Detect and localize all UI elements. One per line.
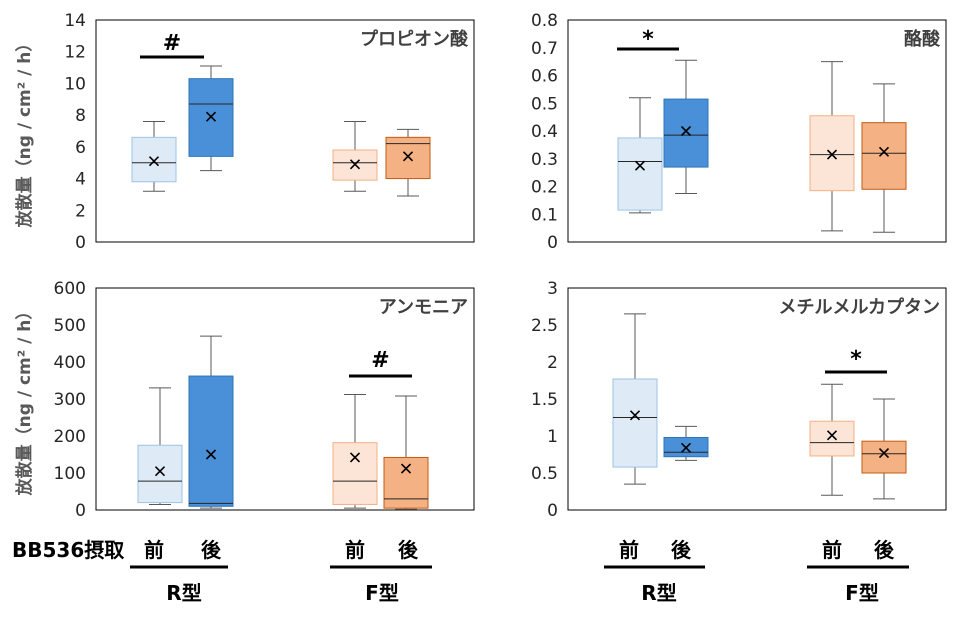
after-label-left-r: 後 xyxy=(201,538,222,562)
y-tick-label-propionic: 10 xyxy=(64,74,86,94)
y-tick-label-propionic: 14 xyxy=(64,11,86,31)
mean-marker xyxy=(205,449,217,460)
y-tick-label-butyric: 0.2 xyxy=(531,178,558,198)
group-label-left-r: R型 xyxy=(166,581,201,605)
y-tick-label-methylmercaptan: 1.5 xyxy=(531,390,558,410)
box-F_after xyxy=(385,136,431,180)
y-tick-label-propionic: 8 xyxy=(75,106,86,126)
mean-marker xyxy=(402,151,414,162)
group-label-left-f: F型 xyxy=(365,581,399,605)
y-axis-label-top: 放散量（ng / cm² / h） xyxy=(14,35,35,229)
significance-mark: # xyxy=(371,348,389,373)
y-tick-label-butyric: 0.5 xyxy=(531,94,558,114)
after-label-right-r: 後 xyxy=(671,538,692,562)
after-label-right-f: 後 xyxy=(874,538,895,562)
y-tick-label-butyric: 0 xyxy=(547,233,558,253)
panel-title-butyric: 酪酸 xyxy=(904,28,941,50)
group-label-right-f: F型 xyxy=(845,581,879,605)
box-R_after xyxy=(188,375,234,507)
box-R_before xyxy=(617,137,663,211)
y-tick-label-ammonia: 100 xyxy=(54,464,86,484)
panel-frame-methylmercaptan xyxy=(567,287,947,511)
before-label-left-r: 前 xyxy=(144,538,164,562)
y-tick-label-ammonia: 400 xyxy=(54,353,86,373)
y-tick-label-ammonia: 600 xyxy=(54,279,86,299)
y-tick-label-butyric: 0.8 xyxy=(531,11,558,31)
y-tick-label-propionic: 6 xyxy=(75,138,86,158)
box-R_after xyxy=(663,98,709,168)
panel-frame-ammonia xyxy=(95,287,475,511)
box-R_before xyxy=(137,444,183,504)
panel-title-ammonia: アンモニア xyxy=(379,297,468,318)
box-F_before xyxy=(809,115,855,192)
box-F_after xyxy=(861,440,907,474)
before-label-right-r: 前 xyxy=(619,538,639,562)
panel-title-methylmercaptan: メチルメルカプタン xyxy=(779,296,940,318)
y-tick-label-butyric: 0.7 xyxy=(531,39,558,59)
mean-marker xyxy=(634,160,646,171)
mean-marker xyxy=(680,125,692,137)
panel-frame-butyric xyxy=(567,19,947,243)
box-R_before xyxy=(612,378,658,468)
y-tick-label-methylmercaptan: 2 xyxy=(547,353,558,373)
y-tick-label-methylmercaptan: 0 xyxy=(547,501,558,521)
y-tick-label-propionic: 0 xyxy=(75,233,86,253)
y-tick-label-butyric: 0.3 xyxy=(531,150,558,170)
mean-marker xyxy=(878,146,890,157)
y-tick-label-ammonia: 500 xyxy=(54,316,86,336)
box-F_before xyxy=(809,420,855,457)
y-tick-label-methylmercaptan: 3 xyxy=(547,279,558,299)
box-F_before xyxy=(332,442,378,505)
mean-marker xyxy=(826,430,838,441)
significance-mark: * xyxy=(642,27,654,52)
mean-marker xyxy=(154,466,166,477)
significance-mark: # xyxy=(163,31,181,56)
y-tick-label-methylmercaptan: 2.5 xyxy=(531,316,558,336)
box-F_before xyxy=(332,149,378,181)
panels-layer: 02468101214#00.10.20.30.40.50.60.70.8*01… xyxy=(54,11,907,521)
mean-marker xyxy=(349,159,361,170)
mean-marker xyxy=(400,463,412,474)
after-label-left-f: 後 xyxy=(398,538,419,562)
mean-marker xyxy=(148,156,160,167)
panel-frame-propionic xyxy=(95,19,475,243)
y-axis-label-bottom: 放散量（ng / cm² / h） xyxy=(14,303,35,497)
mean-marker xyxy=(680,442,692,453)
y-tick-label-propionic: 4 xyxy=(75,170,86,190)
y-tick-label-methylmercaptan: 1 xyxy=(547,427,558,447)
mean-marker xyxy=(878,447,890,459)
panel-title-propionic: プロピオン酸 xyxy=(360,28,469,50)
y-tick-label-propionic: 12 xyxy=(64,43,86,63)
y-tick-label-butyric: 0.4 xyxy=(531,122,558,142)
mean-marker xyxy=(826,149,838,160)
group-label-right-r: R型 xyxy=(641,581,676,605)
mean-marker xyxy=(349,452,361,463)
box-R_before xyxy=(131,136,177,183)
y-tick-label-ammonia: 200 xyxy=(54,427,86,447)
mean-marker xyxy=(205,111,217,122)
box-F_after xyxy=(861,122,907,190)
y-tick-label-propionic: 2 xyxy=(75,201,86,221)
y-tick-label-butyric: 0.6 xyxy=(531,67,558,87)
y-tick-label-butyric: 0.1 xyxy=(531,205,558,225)
box-F_after xyxy=(383,456,429,509)
before-label-left-f: 前 xyxy=(345,538,365,562)
mean-marker xyxy=(629,410,641,421)
y-tick-label-ammonia: 0 xyxy=(75,501,86,521)
significance-mark: * xyxy=(850,347,862,372)
y-tick-label-ammonia: 300 xyxy=(54,390,86,410)
y-tick-label-methylmercaptan: 0.5 xyxy=(531,464,558,484)
intake-label: BB536摂取 xyxy=(12,538,124,562)
before-label-right-f: 前 xyxy=(822,538,842,562)
